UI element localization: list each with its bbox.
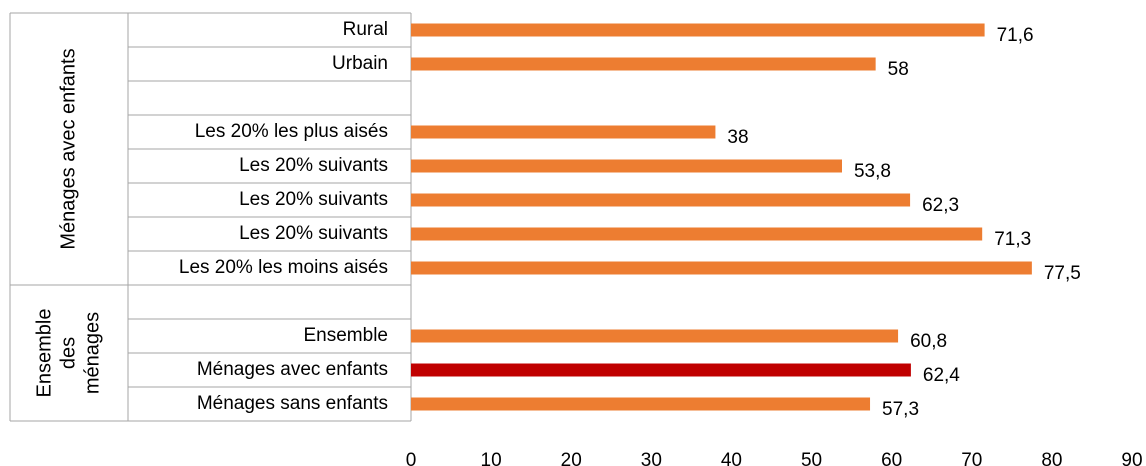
data-label: 57,3 bbox=[882, 399, 919, 420]
data-label: 60,8 bbox=[910, 331, 947, 352]
bar bbox=[411, 363, 911, 377]
category-label: Les 20% suivants bbox=[239, 155, 388, 176]
bar bbox=[411, 329, 899, 343]
data-label: 77,5 bbox=[1044, 263, 1081, 284]
data-label: 53,8 bbox=[854, 161, 891, 182]
x-tick-label: 80 bbox=[1041, 450, 1062, 466]
data-label: 62,4 bbox=[923, 365, 960, 386]
x-tick-label: 90 bbox=[1121, 450, 1142, 466]
bar bbox=[411, 23, 985, 37]
x-tick-label: 40 bbox=[721, 450, 742, 466]
category-label: Les 20% suivants bbox=[239, 189, 388, 210]
x-tick-label: 60 bbox=[881, 450, 902, 466]
bar bbox=[411, 227, 983, 241]
bar bbox=[411, 159, 842, 173]
group-label: Ménages avec enfants bbox=[57, 48, 79, 249]
data-label: 62,3 bbox=[922, 195, 959, 216]
bar bbox=[411, 193, 911, 207]
x-tick-label: 20 bbox=[561, 450, 582, 466]
bar bbox=[411, 261, 1032, 275]
category-label: Les 20% les moins aisés bbox=[179, 257, 388, 278]
bar bbox=[411, 57, 876, 71]
category-label: Urbain bbox=[332, 53, 388, 74]
x-tick-label: 30 bbox=[641, 450, 662, 466]
category-label: Les 20% suivants bbox=[239, 223, 388, 244]
bar bbox=[411, 125, 716, 139]
category-label: Ménages sans enfants bbox=[197, 393, 388, 414]
data-label: 71,6 bbox=[997, 25, 1034, 46]
x-tick-label: 50 bbox=[801, 450, 822, 466]
category-label: Les 20% les plus aisés bbox=[195, 121, 388, 142]
x-tick-label: 0 bbox=[406, 450, 417, 466]
data-label: 58 bbox=[888, 59, 909, 80]
category-label: Ensemble bbox=[304, 325, 389, 346]
group-label: ménages bbox=[81, 312, 103, 394]
category-label: Ménages avec enfants bbox=[197, 359, 388, 380]
data-label: 71,3 bbox=[994, 229, 1031, 250]
group-label: Ensemble bbox=[33, 309, 55, 398]
x-tick-label: 10 bbox=[481, 450, 502, 466]
x-tick-label: 70 bbox=[961, 450, 982, 466]
group-label: des bbox=[57, 337, 79, 369]
bar bbox=[411, 397, 871, 411]
category-label: Rural bbox=[343, 19, 388, 40]
data-label: 38 bbox=[727, 127, 748, 148]
